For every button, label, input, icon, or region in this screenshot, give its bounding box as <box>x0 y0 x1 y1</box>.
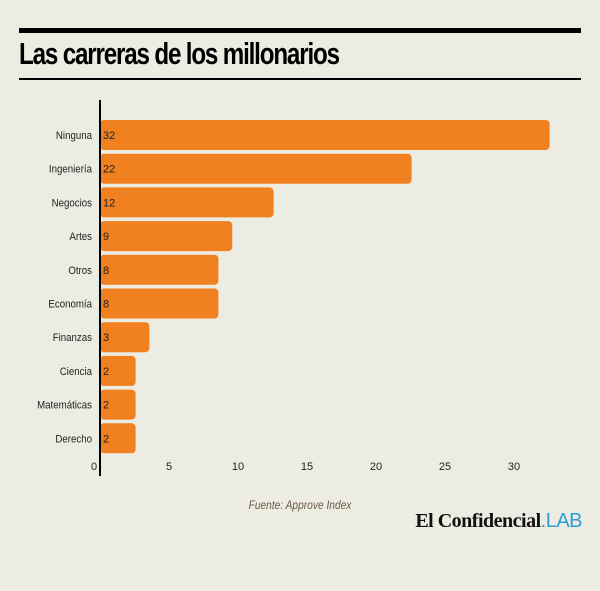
data-label: 32 <box>103 130 115 142</box>
category-label: Matemáticas <box>37 400 92 412</box>
data-label: 8 <box>103 265 109 277</box>
category-label: Economía <box>48 299 92 311</box>
x-tick-label: 5 <box>166 461 172 473</box>
bar <box>100 254 219 285</box>
x-tick-label: 10 <box>232 461 244 473</box>
x-tick-label: 15 <box>301 461 313 473</box>
data-label: 12 <box>103 197 115 209</box>
x-tick-label: 0 <box>91 461 97 473</box>
data-label: 9 <box>103 231 109 243</box>
category-label: Ninguna <box>56 131 92 143</box>
data-label: 2 <box>103 433 109 445</box>
data-label: 8 <box>103 299 109 311</box>
data-label: 22 <box>103 164 115 176</box>
x-tick-label: 25 <box>439 461 451 473</box>
category-label: Finanzas <box>53 333 92 345</box>
bar <box>100 187 274 218</box>
category-label: Otros <box>68 265 92 277</box>
logo-suffix: .LAB <box>540 510 583 532</box>
category-label: Negocios <box>52 198 92 210</box>
bar <box>100 355 136 386</box>
category-label: Ingeniería <box>49 164 92 176</box>
category-label: Artes <box>69 232 92 244</box>
logo: El Confidencial.LAB <box>415 510 582 533</box>
bar <box>100 389 136 420</box>
chart-title: Las carreras de los millonarios <box>19 36 340 71</box>
top-bar <box>19 28 581 33</box>
data-label: 3 <box>103 332 109 344</box>
bar <box>100 322 150 353</box>
bar <box>100 288 219 319</box>
x-tick-label: 30 <box>508 461 520 473</box>
bar <box>100 153 412 184</box>
bar <box>100 120 550 150</box>
data-label: 2 <box>103 400 109 412</box>
x-tick-label: 20 <box>370 461 382 473</box>
logo-main: El Confidencial <box>415 510 541 532</box>
category-label: Derecho <box>55 434 92 446</box>
category-label: Ciencia <box>60 366 93 378</box>
data-label: 2 <box>103 366 109 378</box>
bar <box>100 221 233 252</box>
title-rule <box>19 78 581 80</box>
bar <box>100 423 136 454</box>
source-note: Fuente: Approve Index <box>248 498 352 512</box>
